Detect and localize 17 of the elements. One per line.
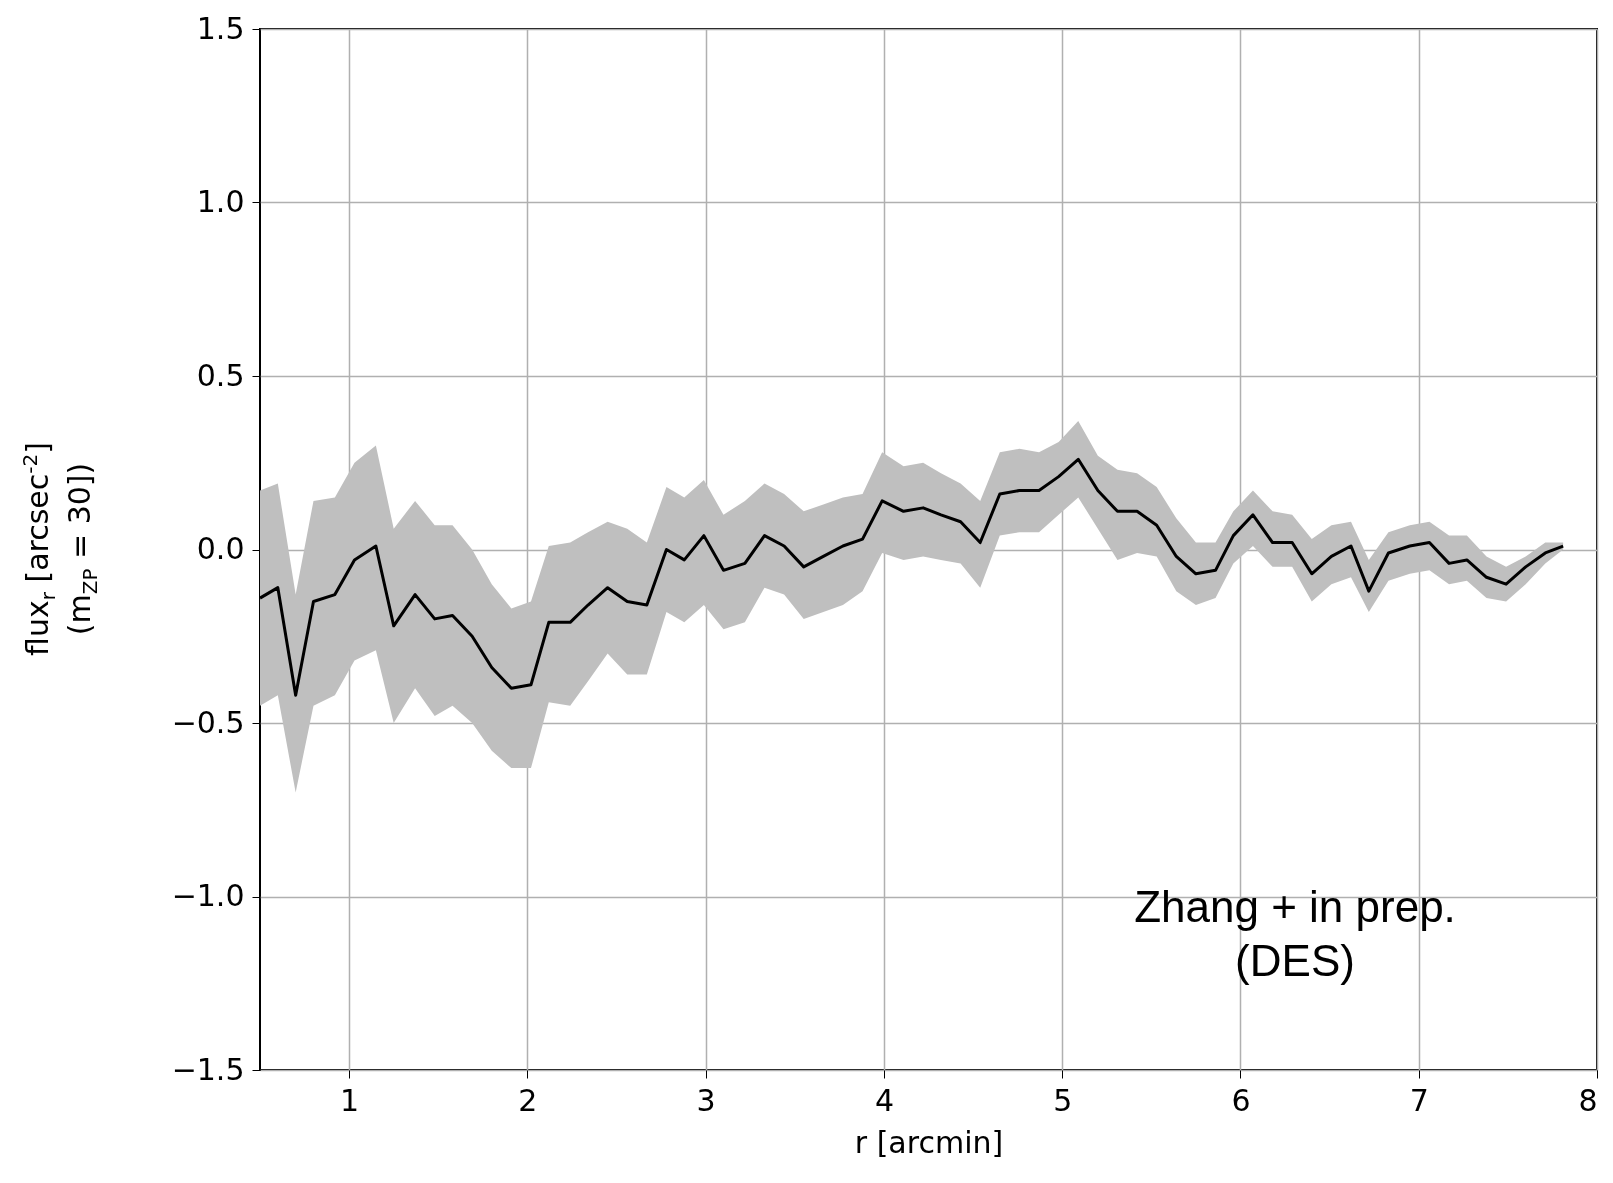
y-tick-label: 1.5: [196, 10, 245, 46]
x-tick-label: 5: [1053, 1082, 1073, 1118]
x-tick-label: 6: [1231, 1082, 1251, 1118]
x-tick-label: 1: [340, 1082, 360, 1118]
y-tick-label: 1.0: [196, 184, 245, 219]
y-tick-label: −1.5: [171, 1051, 245, 1087]
x-tick-label: 7: [1409, 1082, 1429, 1118]
y-tick-label: 0.0: [196, 531, 245, 566]
y-tick-label: −0.5: [171, 704, 245, 740]
x-tick-label: 4: [874, 1082, 894, 1118]
y-tick-label: −1.0: [171, 878, 245, 913]
y-tick-label: 0.5: [196, 357, 245, 393]
x-axis-title: r [arcmin]: [854, 1124, 1004, 1160]
x-tick-label: 3: [696, 1082, 716, 1118]
x-tick-label: 8: [1578, 1082, 1598, 1118]
annotation: Zhang + in prep. (DES): [1134, 882, 1456, 985]
x-tick-label: 2: [518, 1082, 538, 1118]
